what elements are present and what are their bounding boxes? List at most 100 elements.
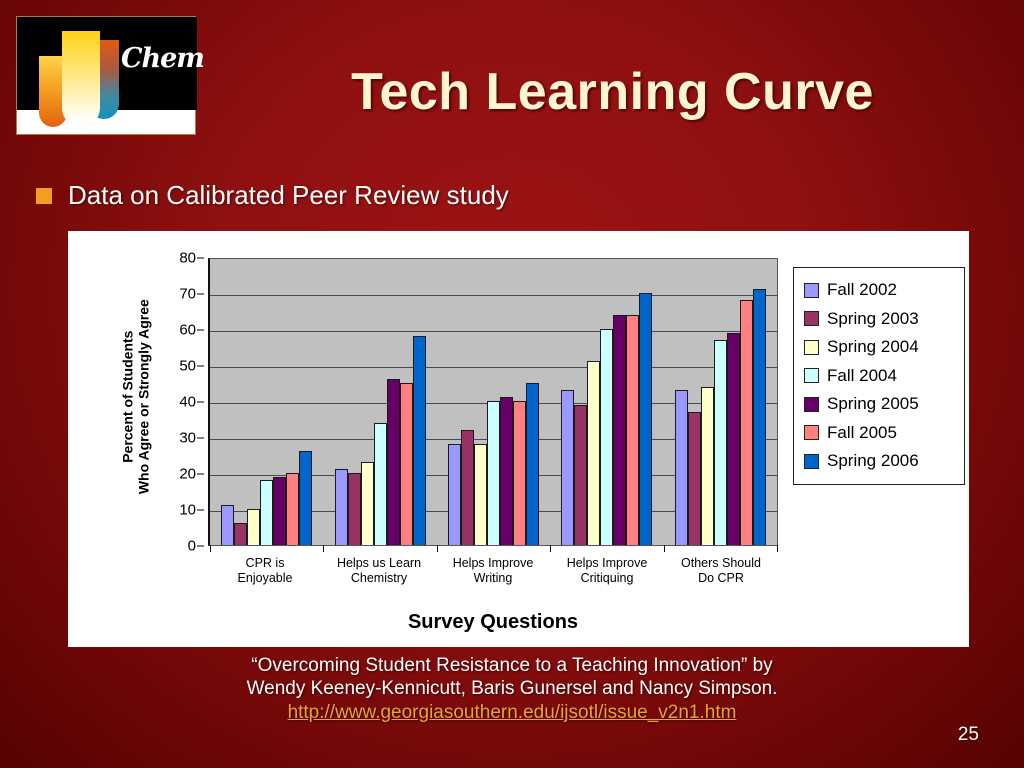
bar bbox=[286, 473, 300, 545]
chem-logo: Chem bbox=[16, 16, 205, 135]
bar bbox=[487, 401, 501, 545]
y-axis-tick-label: 60 bbox=[179, 321, 196, 339]
legend-item: Fall 2005 bbox=[804, 419, 958, 448]
gridline bbox=[210, 331, 777, 332]
x-axis-category-label-line: Do CPR bbox=[698, 571, 744, 586]
bar bbox=[260, 480, 274, 545]
x-axis-category-label-line: Helps Improve bbox=[566, 556, 648, 570]
legend-label: Spring 2006 bbox=[827, 451, 919, 471]
legend-label: Fall 2004 bbox=[827, 365, 897, 385]
test-tube-yellow-icon bbox=[62, 31, 100, 127]
chart-x-axis-title: Survey Questions bbox=[407, 611, 579, 633]
legend-color-swatch bbox=[804, 425, 819, 441]
bar bbox=[448, 444, 462, 545]
bar bbox=[574, 404, 588, 545]
x-axis-category-label: Helps Improve Critiquing bbox=[550, 556, 664, 587]
citation-footer: “Overcoming Student Resistance to a Teac… bbox=[0, 655, 1024, 725]
bar bbox=[600, 329, 614, 545]
bullet-square-icon bbox=[36, 187, 52, 204]
x-axis-category-label-line: Others Should bbox=[681, 556, 761, 570]
x-axis-category-label-line: Critiquing bbox=[580, 571, 634, 586]
y-axis-title-line-1: Percent of Students bbox=[119, 330, 136, 463]
legend-item: Spring 2005 bbox=[804, 390, 958, 419]
x-axis-category-label-line: CPR is bbox=[245, 556, 285, 570]
bar bbox=[739, 300, 753, 545]
bar bbox=[513, 401, 527, 545]
bar bbox=[726, 332, 740, 545]
bar bbox=[360, 462, 374, 545]
gridline bbox=[210, 295, 777, 296]
gridline bbox=[210, 367, 777, 368]
y-axis-tick-label: 80 bbox=[179, 249, 196, 267]
bar bbox=[273, 476, 287, 545]
bullet-text: Data on Calibrated Peer Review study bbox=[68, 180, 509, 210]
bar bbox=[386, 379, 400, 545]
bar bbox=[399, 383, 413, 545]
bar-group bbox=[210, 259, 323, 545]
legend-color-swatch bbox=[804, 339, 819, 355]
x-axis-category-label-line: Writing bbox=[473, 571, 513, 586]
x-axis-category-label: Helps us Learn Chemistry bbox=[322, 556, 436, 587]
bar bbox=[334, 469, 348, 545]
legend-label: Fall 2002 bbox=[827, 280, 897, 300]
legend-item: Spring 2004 bbox=[804, 333, 958, 362]
y-axis-tick-label: 50 bbox=[179, 357, 196, 375]
x-axis-tick-mark bbox=[777, 545, 778, 552]
legend-item: Fall 2002 bbox=[804, 276, 958, 305]
bar-group bbox=[550, 259, 663, 552]
y-axis-tick-mark bbox=[197, 509, 204, 511]
x-axis-tick-mark bbox=[210, 545, 211, 552]
logo-wordmark: Chem bbox=[121, 43, 205, 74]
bar bbox=[247, 509, 261, 545]
chart-bar-groups bbox=[210, 259, 777, 552]
legend-color-swatch bbox=[804, 453, 819, 469]
bar bbox=[500, 397, 514, 545]
y-axis-tick-mark bbox=[197, 293, 204, 295]
legend-label: Spring 2004 bbox=[827, 337, 919, 357]
y-axis-tick-label: 70 bbox=[179, 285, 196, 303]
bar bbox=[373, 422, 387, 545]
x-axis-category-label: CPR is Enjoyable bbox=[208, 556, 322, 587]
y-axis-tick-mark bbox=[197, 257, 204, 259]
citation-link[interactable]: http://www.georgiasouthern.edu/ijsotl/is… bbox=[287, 701, 737, 723]
legend-item: Spring 2003 bbox=[804, 305, 958, 334]
x-axis-tick-mark bbox=[550, 545, 552, 552]
legend-color-swatch bbox=[804, 282, 819, 298]
legend-item: Fall 2004 bbox=[804, 362, 958, 391]
citation-line-1: “Overcoming Student Resistance to a Teac… bbox=[251, 655, 773, 676]
y-axis-tick-label: 30 bbox=[179, 429, 196, 447]
y-axis-tick-mark bbox=[197, 365, 204, 367]
x-axis-tick-mark bbox=[436, 545, 438, 552]
y-axis-tick-mark bbox=[197, 401, 204, 403]
bar bbox=[221, 505, 235, 545]
legend-label: Spring 2003 bbox=[827, 308, 919, 328]
x-axis-tick-mark bbox=[323, 545, 325, 552]
bar bbox=[412, 336, 426, 545]
legend-color-swatch bbox=[804, 368, 819, 384]
bar-group bbox=[436, 259, 550, 552]
chart-y-axis-ticks: 0 10 20 30 40 50 60 70 80 bbox=[162, 250, 204, 555]
bar-group bbox=[323, 259, 436, 552]
bar bbox=[461, 429, 475, 545]
bar bbox=[234, 523, 248, 545]
bar bbox=[474, 444, 488, 545]
x-axis-category-label-line: Helps us Learn bbox=[336, 556, 422, 570]
x-axis-category-label-line: Enjoyable bbox=[237, 571, 293, 586]
bar bbox=[347, 473, 361, 545]
chart-plot-area bbox=[208, 258, 778, 552]
legend-color-swatch bbox=[804, 311, 819, 327]
bar bbox=[299, 451, 313, 545]
chart-y-axis-title: Percent of Students Who Agree or Strongl… bbox=[119, 247, 151, 547]
bar bbox=[639, 293, 653, 545]
y-axis-tick-label: 40 bbox=[179, 393, 196, 411]
chart-panel: Percent of Students Who Agree or Strongl… bbox=[68, 231, 969, 647]
chart-x-axis-ticks bbox=[210, 545, 778, 552]
bar bbox=[587, 361, 601, 545]
x-axis-category-label: Helps Improve Writing bbox=[436, 556, 550, 587]
bar bbox=[613, 314, 627, 545]
bar bbox=[626, 314, 640, 545]
slide-title: Tech Learning Curve bbox=[351, 63, 874, 121]
bar bbox=[752, 289, 766, 545]
page-number: 25 bbox=[957, 724, 979, 745]
y-axis-tick-mark bbox=[197, 545, 204, 547]
